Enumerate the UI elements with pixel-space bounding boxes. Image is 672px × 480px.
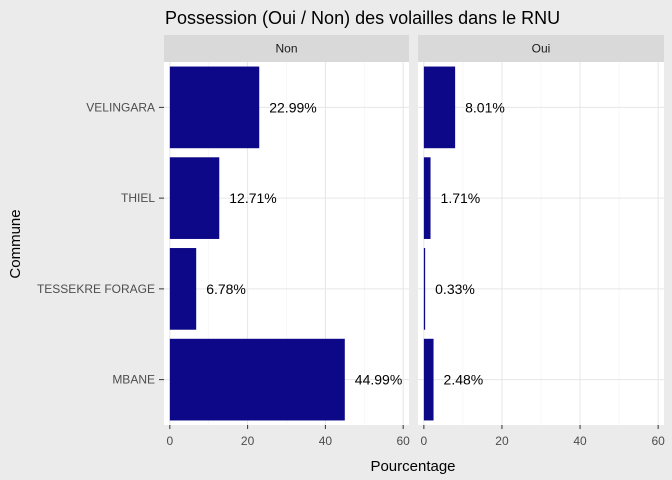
bar-non-velingara [169, 66, 260, 149]
x-tick-label: 20 [495, 434, 509, 448]
y-tick-label-mbane: MBANE [112, 373, 155, 387]
facet-strip-label: Non [275, 42, 297, 56]
x-tick-label: 40 [319, 434, 333, 448]
facet-strip [418, 35, 664, 62]
facet-strip [164, 35, 409, 62]
y-axis: VELINGARA THIEL TESSEKRE FORAGE MBANE [37, 100, 164, 387]
data-label: 1.71% [441, 190, 481, 206]
data-label: 22.99% [269, 99, 316, 115]
y-axis-title: Commune [7, 209, 24, 278]
x-tick-label: 0 [166, 434, 173, 448]
data-label: 12.71% [229, 190, 276, 206]
chart-title: Possession (Oui / Non) des volailles dan… [165, 8, 560, 28]
bar-non-thiel [169, 157, 220, 239]
data-label: 2.48% [444, 372, 484, 388]
bar-oui-thiel [423, 157, 431, 239]
data-label: 8.01% [465, 99, 505, 115]
x-tick-label: 60 [651, 434, 665, 448]
facet-strip-label: Oui [532, 42, 551, 56]
panel-oui: Oui 8.01% 1.71% 0.33% 2.48% 0 20 40 60 [418, 35, 665, 448]
x-tick-label: 0 [421, 434, 428, 448]
data-label: 6.78% [206, 281, 246, 297]
x-axis-title: Pourcentage [370, 458, 455, 475]
bar-non-mbane [169, 338, 345, 421]
x-tick-label: 20 [241, 434, 255, 448]
x-tick-label: 40 [573, 434, 587, 448]
data-label: 44.99% [355, 372, 402, 388]
chart-panels: Non 22.99% 12.71% 6.78% 44.99% 0 20 40 60 Oui 8.01… [164, 35, 665, 448]
bar-oui-velingara [423, 66, 456, 149]
y-tick-label-tessekre-forage: TESSEKRE FORAGE [37, 282, 155, 296]
y-tick-label-thiel: THIEL [121, 191, 155, 205]
bar-oui-mbane [423, 338, 434, 421]
panel-non: Non 22.99% 12.71% 6.78% 44.99% 0 20 40 60 [164, 35, 410, 448]
y-tick-label-velingara: VELINGARA [86, 100, 155, 114]
bar-oui-tessekre-forage [423, 248, 426, 330]
bar-non-tessekre-forage [169, 248, 197, 330]
data-label: 0.33% [435, 281, 475, 297]
x-tick-label: 60 [396, 434, 410, 448]
